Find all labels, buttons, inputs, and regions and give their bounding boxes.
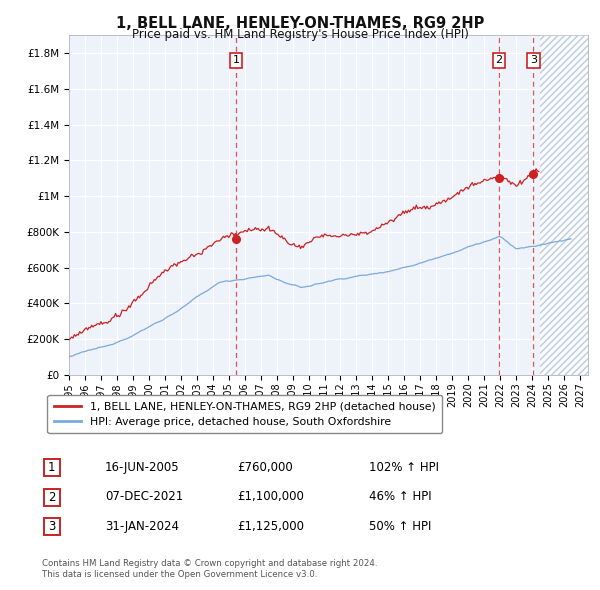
Text: 1: 1: [233, 55, 239, 65]
Bar: [44, 460, 60, 476]
Text: 46% ↑ HPI: 46% ↑ HPI: [369, 490, 431, 503]
Bar: [540, 35, 588, 375]
Bar: [44, 489, 60, 506]
Text: 2: 2: [496, 55, 502, 65]
Text: 2: 2: [48, 491, 56, 504]
Text: 50% ↑ HPI: 50% ↑ HPI: [369, 520, 431, 533]
Text: 3: 3: [530, 55, 537, 65]
Bar: [44, 519, 60, 535]
Text: 1: 1: [48, 461, 56, 474]
Text: Price paid vs. HM Land Registry's House Price Index (HPI): Price paid vs. HM Land Registry's House …: [131, 28, 469, 41]
Text: 31-JAN-2024: 31-JAN-2024: [105, 520, 179, 533]
Bar: [540, 35, 588, 375]
Text: £760,000: £760,000: [237, 461, 293, 474]
Text: £1,125,000: £1,125,000: [237, 520, 304, 533]
Text: 07-DEC-2021: 07-DEC-2021: [105, 490, 183, 503]
Text: 1, BELL LANE, HENLEY-ON-THAMES, RG9 2HP: 1, BELL LANE, HENLEY-ON-THAMES, RG9 2HP: [116, 16, 484, 31]
Text: £1,100,000: £1,100,000: [237, 490, 304, 503]
Text: Contains HM Land Registry data © Crown copyright and database right 2024.: Contains HM Land Registry data © Crown c…: [42, 559, 377, 568]
Text: This data is licensed under the Open Government Licence v3.0.: This data is licensed under the Open Gov…: [42, 571, 317, 579]
Legend: 1, BELL LANE, HENLEY-ON-THAMES, RG9 2HP (detached house), HPI: Average price, de: 1, BELL LANE, HENLEY-ON-THAMES, RG9 2HP …: [47, 395, 442, 433]
Text: 3: 3: [48, 520, 56, 533]
Text: 102% ↑ HPI: 102% ↑ HPI: [369, 461, 439, 474]
Text: 16-JUN-2005: 16-JUN-2005: [105, 461, 179, 474]
Bar: [540, 35, 588, 375]
